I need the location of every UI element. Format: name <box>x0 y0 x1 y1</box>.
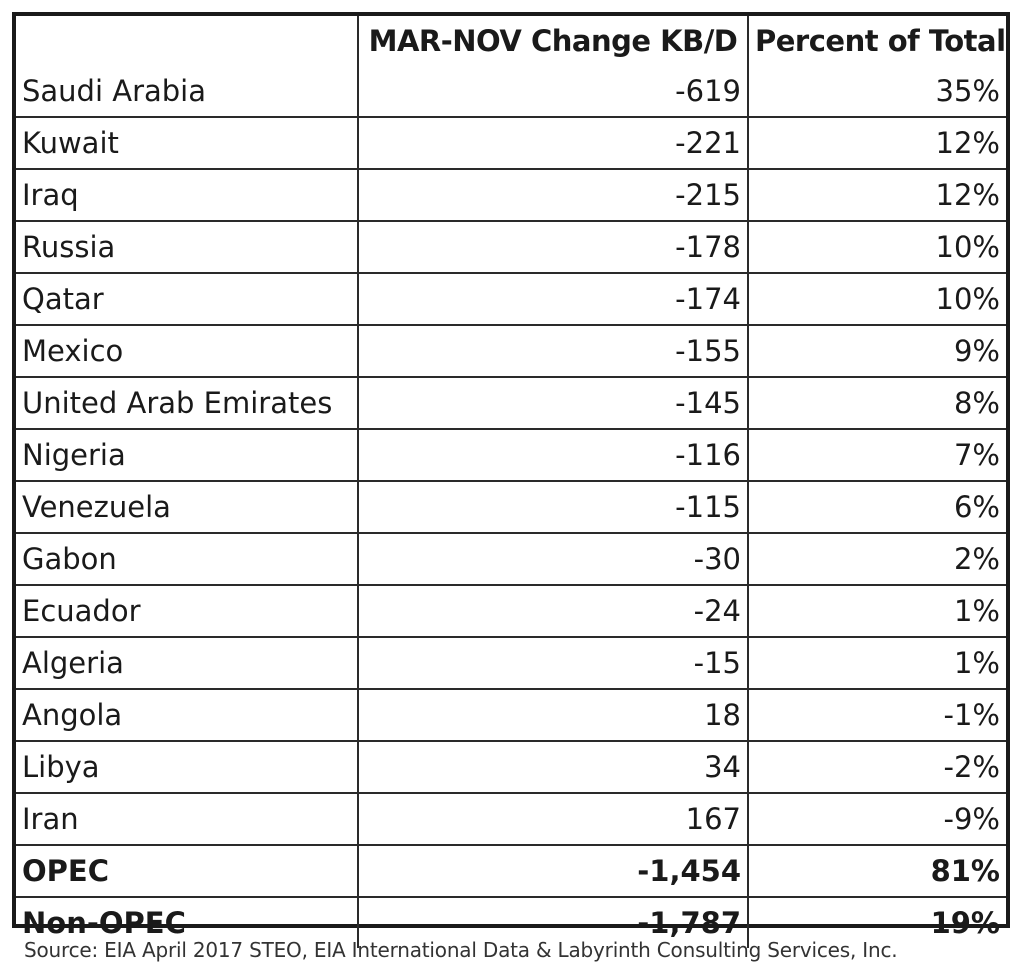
change-cell: -15 <box>357 636 749 690</box>
change-cell: -30 <box>357 532 749 586</box>
table-row: Russia -178 10% <box>16 220 1006 274</box>
header-change: MAR-NOV Change KB/D <box>357 16 749 66</box>
production-change-table: MAR-NOV Change KB/D Percent of Total Sau… <box>16 16 1006 948</box>
percent-cell: 10% <box>747 220 1006 274</box>
change-cell: -155 <box>357 324 749 378</box>
change-cell: -221 <box>357 116 749 170</box>
country-cell: Non-OPEC <box>16 896 359 948</box>
percent-cell: -1% <box>747 688 1006 742</box>
country-cell: Kuwait <box>16 116 359 170</box>
table-row: United Arab Emirates -145 8% <box>16 376 1006 430</box>
country-cell: Iran <box>16 792 359 846</box>
country-cell: Algeria <box>16 636 359 690</box>
table-row: Qatar -174 10% <box>16 272 1006 326</box>
country-cell: Iraq <box>16 168 359 222</box>
percent-cell: -2% <box>747 740 1006 794</box>
table-row: Algeria -15 1% <box>16 636 1006 690</box>
percent-cell: 9% <box>747 324 1006 378</box>
change-cell: -116 <box>357 428 749 482</box>
change-cell: -619 <box>357 66 749 118</box>
table-row: Angola 18 -1% <box>16 688 1006 742</box>
table-row: Ecuador -24 1% <box>16 584 1006 638</box>
table-row: Mexico -155 9% <box>16 324 1006 378</box>
table-row: Libya 34 -2% <box>16 740 1006 794</box>
source-note: Source: EIA April 2017 STEO, EIA Interna… <box>24 938 898 962</box>
country-cell: Venezuela <box>16 480 359 534</box>
percent-cell: 19% <box>747 896 1006 948</box>
change-cell: -178 <box>357 220 749 274</box>
table-row: Kuwait -221 12% <box>16 116 1006 170</box>
table-row: Iraq -215 12% <box>16 168 1006 222</box>
country-cell: United Arab Emirates <box>16 376 359 430</box>
table-row: Gabon -30 2% <box>16 532 1006 586</box>
change-cell: -115 <box>357 480 749 534</box>
percent-cell: 81% <box>747 844 1006 898</box>
country-cell: Mexico <box>16 324 359 378</box>
percent-cell: -9% <box>747 792 1006 846</box>
country-cell: Russia <box>16 220 359 274</box>
country-cell: Nigeria <box>16 428 359 482</box>
percent-cell: 1% <box>747 584 1006 638</box>
country-cell: Libya <box>16 740 359 794</box>
header-row: MAR-NOV Change KB/D Percent of Total <box>16 16 1006 66</box>
change-cell: -145 <box>357 376 749 430</box>
country-cell: Angola <box>16 688 359 742</box>
total-row: OPEC -1,454 81% <box>16 844 1006 898</box>
change-cell: 18 <box>357 688 749 742</box>
percent-cell: 7% <box>747 428 1006 482</box>
country-cell: Qatar <box>16 272 359 326</box>
change-cell: -1,787 <box>357 896 749 948</box>
change-cell: -174 <box>357 272 749 326</box>
header-country <box>16 16 359 66</box>
percent-cell: 1% <box>747 636 1006 690</box>
country-cell: Gabon <box>16 532 359 586</box>
percent-cell: 12% <box>747 116 1006 170</box>
country-cell: Ecuador <box>16 584 359 638</box>
percent-cell: 10% <box>747 272 1006 326</box>
table-row: Nigeria -116 7% <box>16 428 1006 482</box>
percent-cell: 8% <box>747 376 1006 430</box>
change-cell: -215 <box>357 168 749 222</box>
country-cell: OPEC <box>16 844 359 898</box>
data-table-container: MAR-NOV Change KB/D Percent of Total Sau… <box>12 12 1010 948</box>
table-row: Venezuela -115 6% <box>16 480 1006 534</box>
percent-cell: 12% <box>747 168 1006 222</box>
change-cell: -24 <box>357 584 749 638</box>
country-cell: Saudi Arabia <box>16 66 359 118</box>
change-cell: 167 <box>357 792 749 846</box>
table-row: Saudi Arabia -619 35% <box>16 66 1006 118</box>
table-row: Iran 167 -9% <box>16 792 1006 846</box>
percent-cell: 6% <box>747 480 1006 534</box>
percent-cell: 35% <box>747 66 1006 118</box>
change-cell: -1,454 <box>357 844 749 898</box>
total-row: Non-OPEC -1,787 19% <box>16 896 1006 948</box>
change-cell: 34 <box>357 740 749 794</box>
header-percent: Percent of Total <box>747 16 1006 66</box>
percent-cell: 2% <box>747 532 1006 586</box>
